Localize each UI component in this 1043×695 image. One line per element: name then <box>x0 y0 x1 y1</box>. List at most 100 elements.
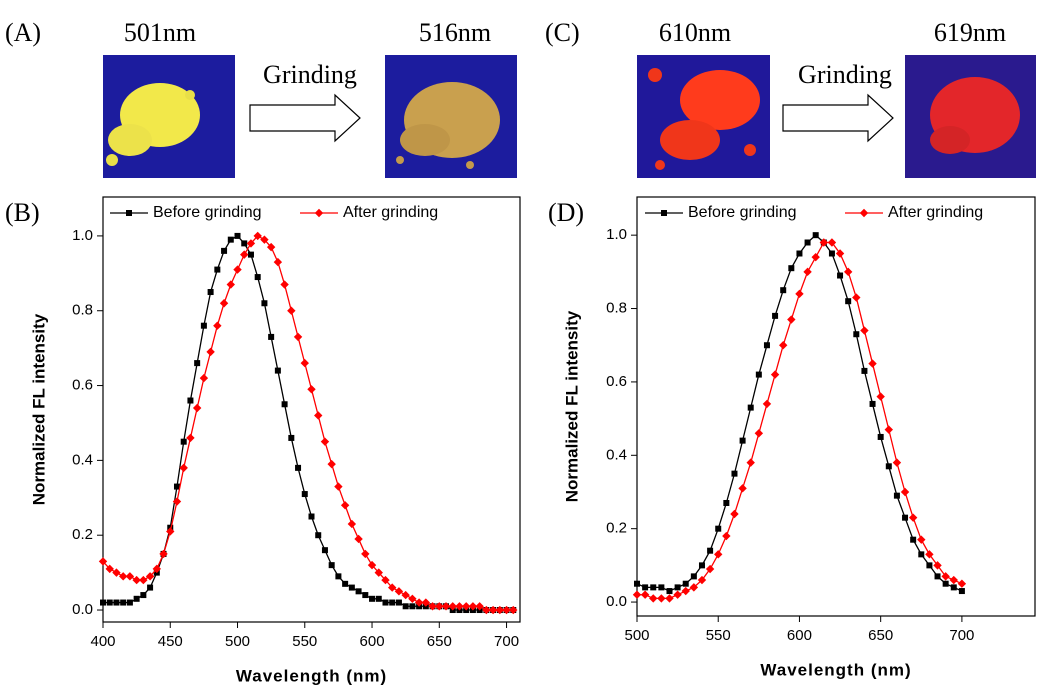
marker <box>226 280 235 289</box>
marker <box>697 575 707 585</box>
plot-frame <box>636 196 1036 617</box>
marker <box>779 341 788 350</box>
y-tick-label: 0.6 <box>606 373 627 390</box>
marker <box>902 514 909 521</box>
marker <box>159 549 168 559</box>
marker <box>435 602 444 611</box>
marker <box>650 584 657 591</box>
marker <box>374 568 383 577</box>
legend-marker <box>126 210 132 216</box>
marker <box>187 397 194 404</box>
marker <box>714 550 723 559</box>
marker <box>362 592 369 599</box>
marker <box>658 584 665 591</box>
y-tick-label: 0.2 <box>606 520 627 537</box>
marker <box>941 572 950 581</box>
marker <box>933 561 942 570</box>
marker <box>723 499 730 506</box>
marker <box>482 605 491 615</box>
marker <box>421 598 431 607</box>
marker <box>642 584 649 591</box>
marker <box>746 458 755 467</box>
marker <box>367 560 377 570</box>
marker <box>140 592 147 599</box>
marker <box>194 360 201 367</box>
marker <box>206 347 215 357</box>
marker <box>382 599 389 606</box>
marker <box>698 562 705 569</box>
marker <box>199 373 209 383</box>
legend-marker <box>661 210 667 216</box>
marker <box>402 603 409 610</box>
marker <box>219 299 229 308</box>
marker <box>118 572 128 581</box>
marker <box>186 433 195 443</box>
x-tick-label: 450 <box>158 633 183 650</box>
marker <box>819 238 829 247</box>
legend-label: Before grinding <box>688 204 797 221</box>
marker <box>739 437 746 444</box>
marker <box>845 298 852 305</box>
marker <box>681 586 690 596</box>
marker <box>173 483 180 490</box>
marker <box>705 564 715 574</box>
marker <box>754 429 764 438</box>
marker <box>918 551 925 558</box>
marker <box>221 247 228 254</box>
marker <box>666 588 673 595</box>
marker <box>268 333 275 340</box>
marker <box>448 602 457 611</box>
marker <box>738 484 747 493</box>
legend-marker <box>859 208 869 218</box>
marker <box>254 274 261 281</box>
x-tick-label: 650 <box>868 627 893 644</box>
marker <box>803 267 812 277</box>
legend-marker <box>314 208 324 218</box>
marker <box>893 492 900 499</box>
marker <box>796 250 803 257</box>
marker <box>772 312 779 319</box>
marker <box>334 482 343 491</box>
photo-caption: 516nm <box>419 18 491 47</box>
marker <box>166 527 175 536</box>
marker <box>934 573 941 580</box>
marker <box>179 463 188 473</box>
marker <box>361 549 370 559</box>
marker <box>347 519 357 529</box>
marker <box>707 547 714 554</box>
marker <box>827 238 837 247</box>
photo-caption: 619nm <box>934 18 1006 47</box>
marker <box>861 367 868 374</box>
legend-label: After grinding <box>888 204 983 221</box>
marker <box>957 579 967 588</box>
marker <box>234 232 241 239</box>
marker <box>475 602 484 611</box>
x-tick-label: 550 <box>706 627 731 644</box>
marker <box>145 572 155 581</box>
marker <box>958 588 965 595</box>
marker <box>227 236 234 243</box>
marker <box>340 501 350 510</box>
marker <box>828 250 835 257</box>
y-tick-label: 0.0 <box>72 601 93 618</box>
photo <box>385 55 517 178</box>
marker <box>917 535 926 544</box>
marker <box>300 358 309 368</box>
marker <box>649 594 658 603</box>
y-tick-label: 1.0 <box>72 227 93 244</box>
y-axis-title: Normalized FL intensity <box>29 313 48 505</box>
x-tick-label: 700 <box>494 633 519 650</box>
marker <box>342 580 349 587</box>
marker <box>273 257 283 267</box>
marker <box>253 231 262 241</box>
marker <box>408 594 417 604</box>
marker <box>381 575 390 585</box>
marker <box>295 464 302 471</box>
marker <box>126 599 133 606</box>
marker <box>892 458 902 467</box>
marker <box>428 602 437 611</box>
marker <box>640 590 650 599</box>
y-tick-label: 0.4 <box>72 451 93 468</box>
marker <box>910 536 917 543</box>
marker <box>811 252 820 262</box>
